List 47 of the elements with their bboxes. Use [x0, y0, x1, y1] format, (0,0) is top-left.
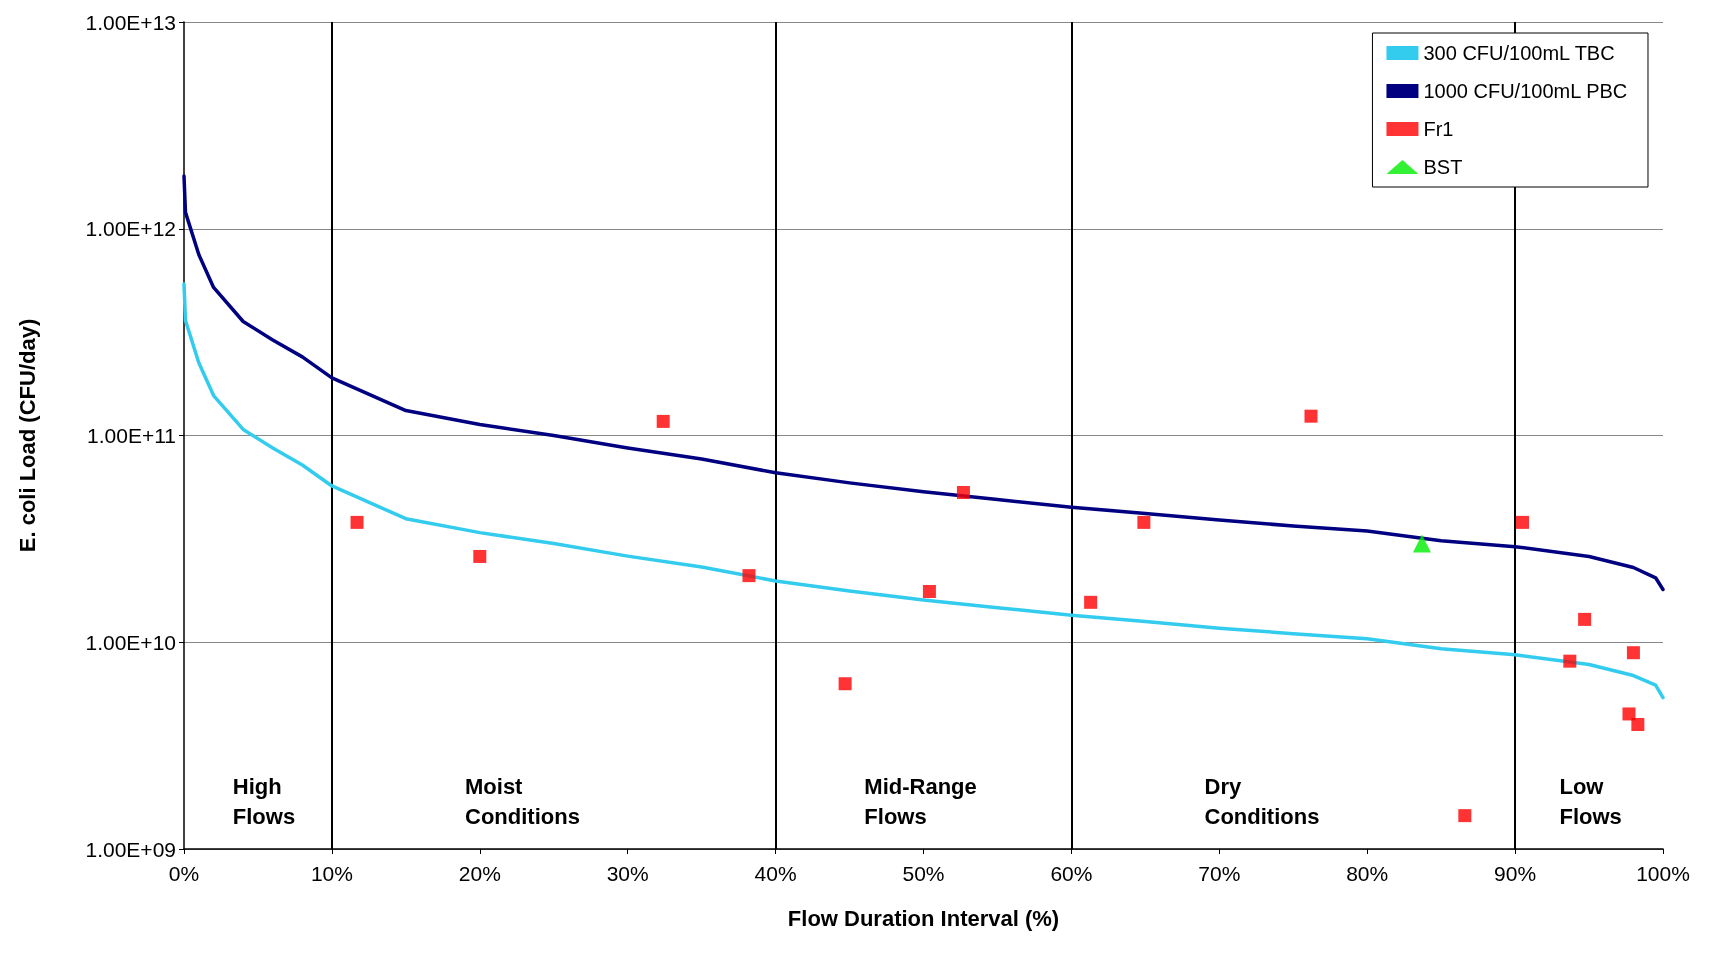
x-tick-label: 0% [168, 862, 200, 885]
x-tick-label: 30% [606, 862, 649, 885]
point [656, 414, 670, 428]
line-series [182, 282, 1665, 700]
y-axis-title: E. coli Load (CFU/day) [14, 318, 40, 553]
point [922, 584, 936, 598]
legend-label: 300 CFU/100mL TBC [1423, 42, 1615, 64]
y-tick-label: 1.00E+09 [85, 837, 176, 861]
point [742, 569, 756, 583]
point [1578, 612, 1592, 626]
legend-label: 1000 CFU/100mL PBC [1423, 80, 1628, 102]
x-axis-title: Flow Duration Interval (%) [787, 905, 1060, 931]
annotation: Low Flows [1559, 773, 1622, 829]
y-tick-label: 1.00E+12 [85, 217, 176, 241]
annotation: Dry Conditions [1204, 773, 1320, 829]
annotation: High Flows [232, 773, 296, 829]
annotation: Moist Conditions [465, 773, 580, 829]
point [956, 486, 970, 500]
x-tick-label: 90% [1494, 862, 1537, 885]
x-tick-label: 60% [1050, 862, 1093, 885]
point [1515, 515, 1529, 529]
point [838, 677, 852, 691]
point [1084, 595, 1098, 609]
legend-label: Fr1 [1423, 118, 1454, 140]
annotation: Mid-Range Flows [864, 773, 977, 829]
point [1622, 707, 1636, 721]
x-tick-label: 80% [1346, 862, 1389, 885]
x-tick-label: 40% [754, 862, 797, 885]
line-series [182, 174, 1665, 592]
point [1631, 718, 1645, 732]
point [350, 515, 364, 529]
x-tick-label: 10% [310, 862, 353, 885]
x-tick-label: 70% [1198, 862, 1241, 885]
point [1626, 646, 1640, 660]
y-tick-label: 1.00E+10 [85, 630, 176, 654]
point [1563, 654, 1577, 668]
legend-label: BST [1423, 156, 1463, 178]
y-tick-label: 1.00E+11 [87, 424, 176, 447]
point [1137, 515, 1151, 529]
point [473, 549, 487, 563]
x-tick-label: 50% [902, 862, 945, 885]
x-tick-label: 100% [1636, 862, 1690, 885]
point [1458, 809, 1472, 823]
point [1304, 409, 1318, 423]
y-tick-label: 1.00E+13 [85, 10, 176, 34]
x-tick-label: 20% [458, 862, 501, 885]
point [1412, 534, 1431, 553]
